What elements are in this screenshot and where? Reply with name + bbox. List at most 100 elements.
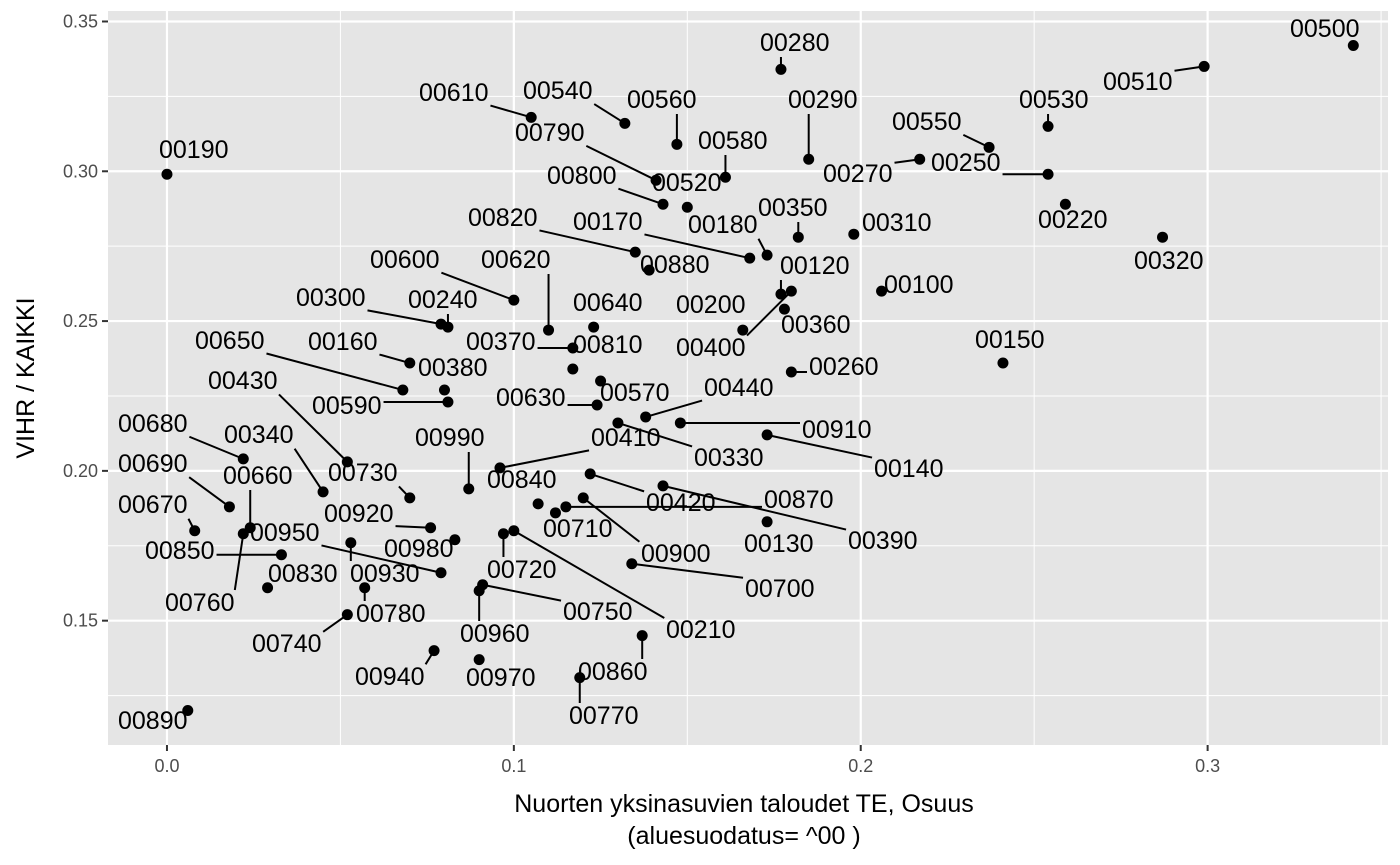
- point-label: 00760: [165, 589, 235, 617]
- plot-panel: [108, 11, 1388, 745]
- label-connector: [586, 500, 641, 543]
- point-label: 00320: [1134, 247, 1204, 275]
- data-point: [848, 228, 860, 240]
- label-connector: [539, 229, 631, 253]
- point-label: 00250: [931, 149, 1001, 177]
- label-connector: [644, 233, 746, 259]
- label-connector: [367, 309, 437, 325]
- data-point: [577, 492, 589, 504]
- point-label: 00280: [760, 29, 830, 57]
- data-point: [473, 585, 485, 597]
- data-point: [876, 285, 888, 297]
- y-tick-label: 0.30: [63, 161, 98, 181]
- point-label: 00200: [676, 291, 746, 319]
- data-point: [914, 153, 926, 165]
- point-label: 00820: [468, 204, 538, 232]
- label-connector: [894, 158, 915, 164]
- data-point: [737, 324, 749, 336]
- label-connector: [504, 449, 590, 468]
- point-label: 00980: [384, 535, 454, 563]
- point-label: 00830: [268, 560, 338, 588]
- point-label: 00740: [252, 630, 322, 658]
- data-point: [595, 375, 607, 387]
- data-point: [761, 516, 773, 528]
- label-connectors: [187, 57, 1200, 703]
- point-label: 00990: [415, 424, 485, 452]
- point-label: 00560: [627, 86, 697, 114]
- data-point: [997, 357, 1009, 369]
- y-tick-label: 0.25: [63, 311, 98, 331]
- label-connector: [487, 584, 562, 602]
- point-label: 00240: [408, 286, 478, 314]
- data-point: [182, 705, 194, 717]
- data-point: [397, 384, 409, 396]
- data-point: [438, 384, 450, 396]
- y-tick-label: 0.35: [63, 11, 98, 31]
- data-point: [359, 582, 371, 594]
- data-point: [497, 528, 509, 540]
- label-connector: [636, 563, 744, 579]
- point-label: 00850: [145, 537, 215, 565]
- data-point: [1042, 168, 1054, 180]
- point-label: 00770: [569, 702, 639, 730]
- point-label: 00900: [641, 540, 711, 568]
- data-point: [761, 429, 773, 441]
- point-label: 00330: [694, 444, 764, 472]
- data-point: [404, 357, 416, 369]
- point-label: 00940: [355, 663, 425, 691]
- data-point: [775, 63, 787, 75]
- data-point: [567, 363, 579, 375]
- label-connector: [398, 485, 408, 495]
- label-connector: [962, 133, 986, 147]
- point-label: 00380: [418, 354, 488, 382]
- data-point: [425, 522, 437, 534]
- data-point: [1042, 120, 1054, 132]
- data-point: [345, 537, 357, 549]
- label-connector: [189, 435, 240, 458]
- point-label: 00970: [466, 664, 536, 692]
- point-label: 00570: [600, 379, 670, 407]
- data-point: [317, 486, 329, 498]
- data-point: [463, 483, 475, 495]
- label-connector: [188, 476, 226, 505]
- point-label: 00950: [250, 519, 320, 547]
- point-label: 00720: [487, 556, 557, 584]
- point-label: 00180: [688, 211, 758, 239]
- label-connector: [322, 616, 344, 633]
- data-point: [404, 492, 416, 504]
- data-point: [237, 453, 249, 465]
- point-label: 00270: [823, 160, 893, 188]
- point-label: 00440: [704, 374, 774, 402]
- point-label: 00630: [496, 384, 566, 412]
- data-point: [629, 246, 641, 258]
- label-connector: [757, 238, 766, 252]
- data-point: [584, 468, 596, 480]
- data-point: [803, 153, 815, 165]
- point-label: 00120: [780, 252, 850, 280]
- point-label: 00670: [118, 491, 188, 519]
- label-connector: [266, 352, 399, 390]
- data-point: [761, 249, 773, 261]
- data-point: [341, 609, 353, 621]
- x-tick-label: 0.2: [848, 756, 873, 776]
- point-label: 00210: [666, 616, 736, 644]
- point-label: 00370: [466, 328, 536, 356]
- data-point: [508, 294, 520, 306]
- data-point: [435, 567, 447, 579]
- point-label: 00590: [312, 392, 382, 420]
- point-label: 00350: [758, 194, 828, 222]
- label-connector: [490, 104, 527, 117]
- point-label: 00920: [324, 500, 394, 528]
- point-label: 00680: [118, 410, 188, 438]
- point-label: 00910: [802, 416, 872, 444]
- label-connector: [594, 474, 645, 493]
- point-label: 00710: [543, 515, 613, 543]
- data-point: [657, 198, 669, 210]
- data-point: [543, 324, 555, 336]
- label-connector: [278, 393, 345, 460]
- point-label: 00750: [563, 598, 633, 626]
- data-point: [560, 501, 572, 513]
- label-connector: [1174, 66, 1200, 72]
- data-point: [744, 252, 756, 264]
